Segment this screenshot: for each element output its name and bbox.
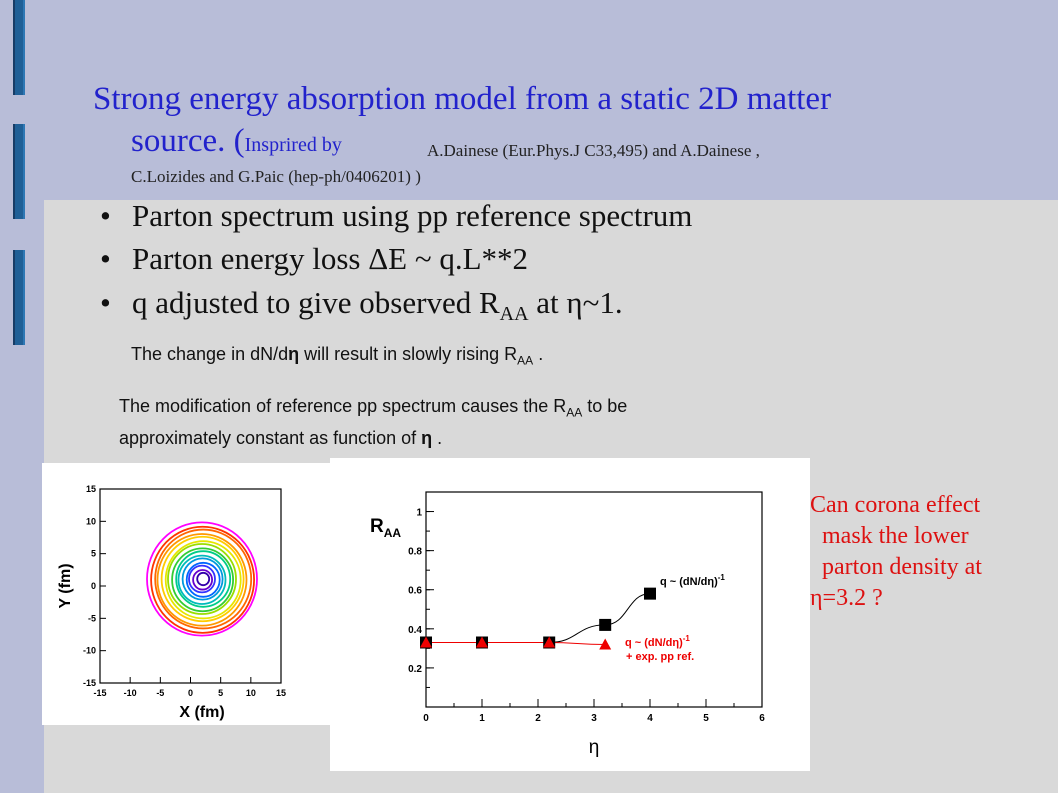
note-text: The modification of reference pp spectru… — [119, 396, 567, 416]
contour-ring — [192, 569, 214, 591]
x-tick-label: 5 — [218, 688, 223, 698]
data-point — [476, 636, 488, 648]
y-tick-label: 5 — [91, 549, 96, 559]
y-axis-label: RAA — [370, 516, 401, 540]
legend-black: q ~ (dN/dη)-1 — [660, 573, 725, 588]
bullet-text: Parton spectrum using pp reference spect… — [132, 198, 693, 233]
legend-red: q ~ (dN/dη)-1 + exp. pp ref. — [625, 634, 694, 663]
y-tick-label: 0.4 — [408, 625, 422, 636]
contour-ring — [181, 557, 224, 601]
x-tick-label: 4 — [647, 713, 653, 724]
contour-ring — [146, 521, 258, 637]
contour-plot-panel: -15 -15 -10 -10 -5 -5 0 0 5 5 10 10 15 15 X (fm) Y (f… — [42, 463, 342, 725]
x-tick-label: 5 — [703, 713, 709, 724]
raa-chart-panel: 0 1 2 3 4 5 6 0.2 0.4 0.6 0.8 1 RAA η q ~ (dN/dη)-1… — [330, 458, 810, 771]
contour-ring — [171, 547, 235, 613]
note-eta: η — [288, 344, 300, 364]
x-tick-label: 2 — [535, 713, 541, 724]
question-line: mask the lower — [822, 523, 969, 549]
bullet-text: q adjusted to give observed RAA at η~1. — [132, 285, 623, 326]
bullet-text-part: q adjusted to give observed R — [132, 285, 500, 320]
y-tick-label: -5 — [88, 613, 96, 623]
bullet-text-part: at η~1. — [528, 285, 623, 320]
data-point — [543, 636, 556, 648]
contour-ring — [164, 540, 242, 620]
raa-chart: 0 1 2 3 4 5 6 0.2 0.4 0.6 0.8 1 RAA η q ~ (dN/dη)-1… — [370, 491, 765, 758]
corona-question: Can corona effect mask the lower parton … — [810, 490, 1050, 614]
x-axis-label: X (fm) — [179, 704, 224, 721]
x-tick-label: 6 — [759, 713, 765, 724]
contour-ring — [150, 525, 256, 634]
contour-ring — [156, 533, 248, 627]
series-line — [426, 642, 606, 645]
contour-ring — [188, 564, 216, 594]
bullet-subscript: AA — [499, 303, 529, 326]
decor-bar — [13, 250, 25, 345]
contour-ring — [175, 550, 232, 608]
note-text: to be — [582, 396, 628, 416]
citation-line-2: C.Loizides and G.Paic (hep-ph/0406201) ) — [131, 167, 421, 186]
contour-ring — [154, 528, 253, 630]
x-tick-label: 15 — [276, 688, 286, 698]
note-subscript: AA — [517, 353, 534, 368]
contour-ring — [185, 561, 221, 598]
note-constant: The modification of reference pp spectru… — [119, 394, 919, 451]
bullet-dot: • — [100, 285, 111, 320]
header-band — [0, 0, 1058, 200]
decor-bar — [13, 0, 25, 95]
y-tick-label: 0.6 — [408, 586, 422, 597]
x-tick-label: 0 — [188, 688, 193, 698]
note-text: . — [432, 427, 443, 448]
y-tick-label: 1 — [416, 508, 422, 519]
y-tick-label: 10 — [86, 516, 96, 526]
left-strip — [0, 0, 44, 793]
data-point — [420, 636, 432, 648]
x-tick-label: 1 — [479, 713, 485, 724]
bullet-text: Parton energy loss ΔE ~ q.L**2 — [132, 241, 529, 276]
data-point — [599, 638, 612, 650]
svg-text:q ~ (dN/dη)-1: q ~ (dN/dη)-1 — [660, 573, 725, 588]
svg-text:+ exp. pp ref.: + exp. pp ref. — [626, 651, 694, 663]
note-text: approximately constant as function of — [119, 427, 422, 448]
bullet-dot: • — [100, 241, 111, 276]
title-line-2: source. ( — [131, 123, 245, 159]
note-text: The change in dN/d — [131, 344, 289, 364]
citation-line-1: A.Dainese (Eur.Phys.J C33,495) and A.Dai… — [427, 141, 760, 160]
title-line-1: Strong energy absorption model from a st… — [93, 81, 832, 117]
x-tick-label: 10 — [246, 688, 256, 698]
contour-ring — [177, 554, 227, 605]
y-tick-label: 0.8 — [408, 547, 422, 558]
data-point — [644, 587, 656, 600]
y-tick-label: -15 — [83, 678, 96, 688]
question-line: η=3.2 ? — [810, 585, 883, 611]
y-tick-label: 15 — [86, 484, 96, 494]
svg-text:q ~ (dN/dη)-1: q ~ (dN/dη)-1 — [625, 634, 690, 649]
y-tick-label: 0.2 — [408, 664, 422, 675]
question-line: Can corona effect — [810, 492, 981, 518]
question-line: parton density at — [822, 554, 982, 580]
note-rising: The change in dN/dη will result in slowl… — [131, 344, 543, 368]
note-subscript: AA — [566, 405, 583, 420]
contour-ring — [167, 543, 237, 615]
decor-bar — [13, 124, 25, 219]
x-tick-label: -10 — [124, 688, 137, 698]
y-tick-label: -10 — [83, 646, 96, 656]
slide-title: Strong energy absorption model from a st… — [93, 78, 963, 166]
x-tick-label: -5 — [156, 688, 164, 698]
contour-ring — [196, 571, 211, 587]
x-tick-label: 3 — [591, 713, 597, 724]
x-tick-label: 0 — [423, 713, 429, 724]
x-axis-label: η — [589, 737, 600, 758]
bullet-dot: • — [100, 198, 111, 233]
y-axis-label: Y (fm) — [57, 563, 74, 608]
contour-plot: -15-15 -10 -10 -5 -5 0 0 5 5 10 10 15 15 X (fm) Y (f… — [57, 484, 286, 721]
contour-ring — [160, 535, 245, 623]
x-tick-label: -15 — [93, 688, 106, 698]
note-text: . — [533, 344, 544, 364]
note-text: will result in slowly rising R — [299, 344, 518, 364]
y-tick-label: 0 — [91, 581, 96, 591]
data-point — [599, 618, 612, 631]
title-inspired: Insprired by — [244, 134, 342, 156]
note-eta: η — [421, 427, 433, 448]
